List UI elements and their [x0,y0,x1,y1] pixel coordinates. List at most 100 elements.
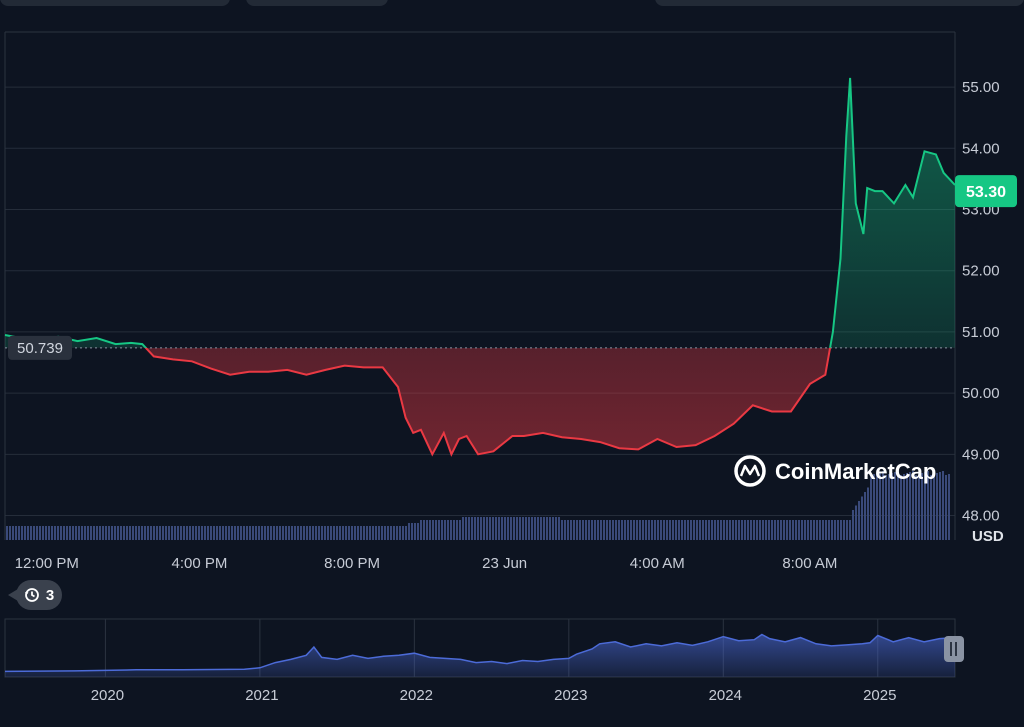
volume-bar [270,526,272,540]
volume-bar [390,526,392,540]
price-area-down [145,347,831,455]
volume-bar [18,526,20,540]
volume-bar [21,526,23,540]
time-range-tab[interactable] [0,0,230,6]
volume-bar [246,526,248,540]
volume-bar [612,520,614,540]
volume-bar [642,520,644,540]
volume-bar [345,526,347,540]
volume-bar [309,526,311,540]
volume-bar [567,520,569,540]
volume-bar [888,474,890,540]
volume-bar [897,471,899,540]
reference-price-badge: 50.739 [8,335,72,360]
volume-bar [234,526,236,540]
volume-bar [549,517,551,540]
volume-bar [615,520,617,540]
volume-bar [285,526,287,540]
volume-bar [756,520,758,540]
volume-bar [237,526,239,540]
volume-bar [798,520,800,540]
volume-bar [321,526,323,540]
volume-bar [768,520,770,540]
currency-label: USD [972,528,1004,545]
volume-bar [669,520,671,540]
volume-bar [195,526,197,540]
volume-bar [702,520,704,540]
volume-bar [582,520,584,540]
chart-type-tab[interactable] [246,0,388,6]
volume-bar [15,526,17,540]
volume-bar [348,526,350,540]
volume-bar [324,526,326,540]
volume-bar [411,523,413,540]
volume-bar [342,526,344,540]
volume-bar [462,517,464,540]
volume-bar [159,526,161,540]
navigator-area [5,634,955,677]
volume-bar [39,526,41,540]
volume-bar [255,526,257,540]
volume-bar [258,526,260,540]
volume-bar [354,526,356,540]
volume-bar [579,520,581,540]
volume-bar [63,526,65,540]
navigator-chart[interactable]: 2020 2021 2022 2023 2024 2025 [0,600,1024,727]
volume-bar [762,520,764,540]
volume-bar [144,526,146,540]
volume-bar [708,520,710,540]
volume-bar [882,471,884,540]
y-tick-label: 54.00 [962,140,1000,157]
volume-bar [102,526,104,540]
volume-bar [618,520,620,540]
volume-bar [816,520,818,540]
volume-bar [75,526,77,540]
navigator-year-label: 2020 [91,687,124,704]
volume-bar [318,526,320,540]
volume-bar [357,526,359,540]
compare-tab[interactable] [655,0,1024,6]
volume-bar [66,526,68,540]
volume-bar [384,526,386,540]
volume-bar [846,520,848,540]
volume-bar [603,520,605,540]
volume-bar [84,526,86,540]
volume-bar [930,475,932,540]
volume-bar [129,526,131,540]
volume-bar [489,517,491,540]
volume-bar [852,510,854,540]
volume-bar [576,520,578,540]
volume-bar [393,526,395,540]
volume-bar [684,520,686,540]
volume-bar [222,526,224,540]
volume-bar [660,520,662,540]
volume-bar [30,526,32,540]
volume-bar [744,520,746,540]
x-tick-label: 12:00 PM [15,555,79,572]
volume-bar [9,526,11,540]
history-badge[interactable]: 3 [8,580,62,610]
volume-bar [915,475,917,540]
volume-bar [552,517,554,540]
volume-bar [540,517,542,540]
volume-bar [861,496,863,540]
volume-bar [651,520,653,540]
volume-bar [810,520,812,540]
volume-bar [69,526,71,540]
volume-bar [807,520,809,540]
volume-bar [147,526,149,540]
volume-bar [333,526,335,540]
volume-bar [120,526,122,540]
volume-bar [588,520,590,540]
price-chart[interactable]: 55.0054.0053.0052.0051.0050.0049.0048.00… [0,0,1024,580]
volume-bar [831,520,833,540]
volume-bar [855,505,857,540]
history-count: 3 [45,586,55,604]
volume-bar [198,526,200,540]
volume-bar [822,520,824,540]
volume-bar [924,472,926,540]
navigator-handle[interactable] [944,636,964,662]
volume-bar [627,520,629,540]
volume-bar [597,520,599,540]
